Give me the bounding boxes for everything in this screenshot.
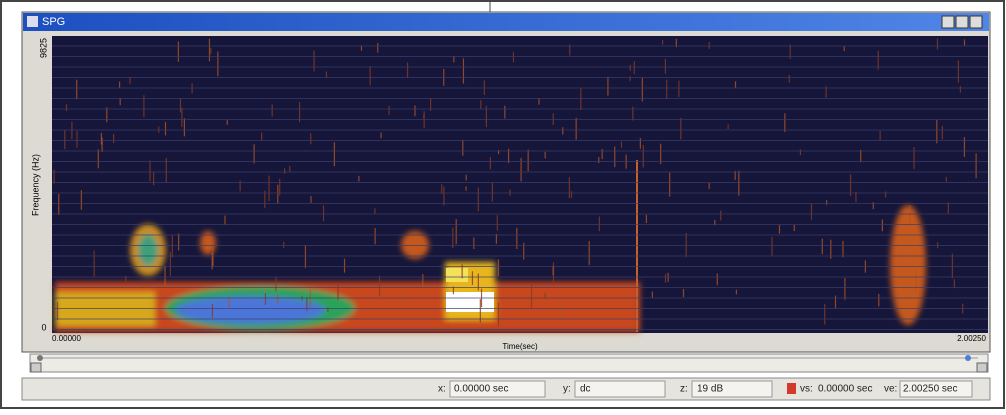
status-label: vs: (800, 384, 813, 395)
energy-blob (890, 205, 926, 325)
window-title: SPG (42, 16, 65, 28)
scrollbar (29, 353, 989, 373)
scan-lines (52, 45, 988, 330)
x-axis-label: Time(sec) (502, 342, 538, 351)
scroll-right[interactable] (976, 362, 988, 373)
close-button[interactable] (969, 15, 983, 29)
status-value: 0.00000 sec (818, 384, 873, 395)
y-min-label: 0 (41, 322, 46, 332)
status-field (449, 380, 546, 398)
status-value: 19 dB (697, 384, 723, 395)
spectrogram-energy (55, 205, 926, 332)
window-icon (27, 16, 38, 27)
status-value: 0.00000 sec (454, 384, 509, 395)
energy-blob (200, 231, 216, 255)
energy-peak (446, 268, 468, 282)
scroll-track[interactable] (29, 353, 989, 373)
start-marker[interactable] (37, 355, 43, 361)
status-value: 2.00250 sec (903, 384, 958, 395)
end-marker[interactable] (965, 355, 971, 361)
title-bar (23, 13, 989, 31)
status-bar: x: 0.00000 sec y: dc z: 19 dB vs: 0.0000… (21, 377, 991, 401)
spectrogram (52, 36, 988, 333)
color-swatch (787, 383, 796, 394)
window-buttons (941, 15, 983, 29)
maximize-button[interactable] (955, 15, 969, 29)
status-label: y: (563, 384, 571, 395)
status-value: dc (580, 384, 591, 395)
status-label: z: (680, 384, 688, 395)
status-field (574, 380, 666, 398)
status-field (691, 380, 773, 398)
y-max-label: 9825 (38, 38, 48, 58)
x-max-label: 2.00250 (957, 334, 986, 343)
energy-blob (138, 234, 158, 266)
scroll-left[interactable] (30, 362, 42, 373)
minimize-button[interactable] (941, 15, 955, 29)
y-axis-label: Frequency (Hz) (30, 154, 40, 216)
status-label: x: (438, 384, 446, 395)
status-label: ve: (884, 384, 897, 395)
x-min-label: 0.00000 (52, 334, 81, 343)
status-field (899, 380, 973, 398)
